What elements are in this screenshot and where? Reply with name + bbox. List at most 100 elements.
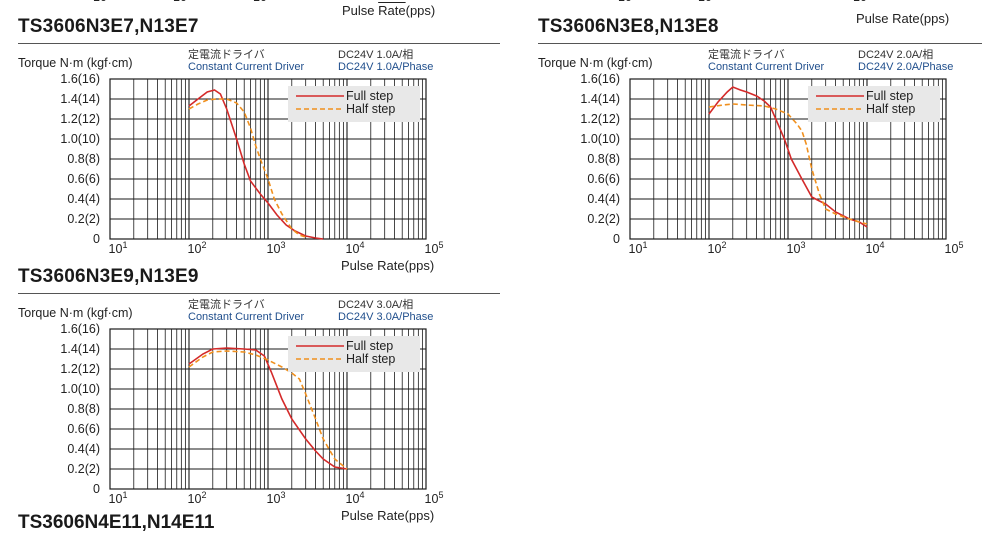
top-tick-label: 10: [853, 0, 867, 4]
x-tick-label: 105: [425, 240, 444, 256]
title-rule: [18, 293, 500, 294]
driver-spec: DC24V 1.0A/相 DC24V 1.0A/Phase: [338, 49, 433, 73]
y-tick-label: 1.2(12): [60, 362, 100, 376]
y-tick-label: 1.4(14): [580, 92, 620, 106]
x-tick-base: 10: [425, 492, 439, 506]
chart-panel-3: TS3606N3E9,N13E9 Torque N·m (kgf·cm) 定電流ドラ…: [18, 266, 500, 523]
top-tick-label: 10: [618, 0, 632, 4]
x-axis-label-text: Pulse Rate(pps): [341, 258, 435, 273]
y-tick-label: 1.2(12): [580, 112, 620, 126]
spec-en: DC24V 3.0A/Phase: [338, 311, 434, 323]
x-tick-exp: 5: [438, 490, 443, 500]
half-step-line: [188, 350, 348, 470]
driver-label: 定電流ドライバ Constant Current Driver: [188, 299, 304, 323]
x-tick-label: 103: [787, 240, 806, 256]
driver-jp: 定電流ドライバ: [188, 299, 265, 311]
y-tick-label: 0.8(8): [67, 152, 100, 166]
x-tick-exp: 5: [438, 240, 443, 250]
chart-title: TS3606N3E8,N13E8: [538, 16, 719, 37]
x-tick-base: 10: [267, 242, 281, 256]
x-tick-base: 10: [188, 492, 202, 506]
x-axis-label-text: Pulse Rate(pps): [341, 508, 435, 523]
y-tick-label: 1.6(16): [60, 72, 100, 86]
driver-label: 定電流ドライバ Constant Current Driver: [708, 49, 824, 73]
legend-entry: Half step: [866, 102, 915, 116]
y-tick-label: 0.6(6): [67, 422, 100, 436]
top-xlabel-right: Pulse Rate(pps): [856, 11, 950, 26]
x-tick-label: 104: [346, 240, 365, 256]
x-tick-label: 105: [945, 240, 964, 256]
chart-svg: 0 0.2(2) 0.4(4) 0.6(6) 0.8(8) 1.0(10) 1.2(12) 1…: [580, 72, 964, 256]
title-rule: [18, 43, 500, 44]
x-axis-label: Pulse Rate(pps): [341, 258, 434, 273]
top-tick-label: 10: [698, 0, 712, 4]
y-tick-label: 1.0(10): [580, 132, 620, 146]
y-tick-label: 1.4(14): [60, 342, 100, 356]
y-axis-label: Torque N·m (kgf·cm): [18, 56, 133, 70]
x-tick-label: 101: [109, 240, 128, 256]
x-tick-base: 10: [188, 242, 202, 256]
legend-box: [808, 86, 940, 122]
y-tick-label: 1.4(14): [60, 92, 100, 106]
top-tick-label: 10: [173, 0, 187, 4]
y-tick-label: 1.2(12): [60, 112, 100, 126]
spec-jp: DC24V 1.0A/相: [338, 49, 414, 61]
driver-jp: 定電流ドライバ: [188, 49, 265, 61]
driver-en: Constant Current Driver: [188, 61, 305, 73]
chart-panel-2: TS3606N3E8,N13E8 Torque N·m (kgf·cm) 定電流ドラ…: [538, 16, 982, 270]
chart-panel-1: TS3606N3E7,N13E7 Torque N·m (kgf·cm) 定電流ドラ…: [18, 16, 500, 273]
x-tick-exp: 1: [642, 240, 647, 250]
y-tick-label: 0.2(2): [587, 212, 620, 226]
legend-box: [288, 86, 420, 122]
y-tick-label: 0.4(4): [587, 192, 620, 206]
legend-entry: Half step: [346, 102, 395, 116]
chart-title: TS3606N3E7,N13E7: [18, 16, 199, 37]
x-tick-label: 105: [425, 490, 444, 506]
driver-spec: DC24V 3.0A/相 DC24V 3.0A/Phase: [338, 299, 433, 323]
legend-box: [288, 336, 420, 372]
y-tick-label: 0.6(6): [587, 172, 620, 186]
title-rule: [538, 43, 982, 44]
x-tick-label: 104: [866, 240, 885, 256]
x-tick-exp: 5: [958, 240, 963, 250]
x-tick-exp: 4: [359, 240, 364, 250]
chart-svg: 0 0.2(2) 0.4(4) 0.6(6) 0.8(8) 1.0(10) 1.2(12) 1…: [60, 322, 444, 506]
spec-jp: DC24V 2.0A/相: [858, 49, 934, 61]
x-tick-base: 10: [267, 492, 281, 506]
x-tick-base: 10: [346, 242, 360, 256]
x-tick-label: 101: [629, 240, 648, 256]
legend-entry: Half step: [346, 352, 395, 366]
x-tick-label: 103: [267, 240, 286, 256]
x-tick-exp: 1: [122, 490, 127, 500]
full-step-line: [188, 89, 324, 240]
x-tick-label: 102: [708, 240, 727, 256]
spec-en: DC24V 2.0A/Phase: [858, 61, 954, 73]
y-tick-label: 1.6(16): [60, 322, 100, 336]
x-tick-base: 10: [109, 242, 123, 256]
y-tick-label: 1.6(16): [580, 72, 620, 86]
y-axis-label: Torque N·m (kgf·cm): [18, 306, 133, 320]
x-tick-label: 104: [346, 490, 365, 506]
x-tick-base: 10: [866, 242, 880, 256]
y-tick-label: 0.6(6): [67, 172, 100, 186]
y-tick-label: 1.0(10): [60, 382, 100, 396]
x-tick-base: 10: [787, 242, 801, 256]
x-tick-exp: 2: [201, 490, 206, 500]
x-tick-exp: 3: [280, 490, 285, 500]
y-tick-label: 0.2(2): [67, 462, 100, 476]
x-tick-label: 103: [267, 490, 286, 506]
y-tick-label: 0.4(4): [67, 192, 100, 206]
legend-entry: Full step: [346, 339, 393, 353]
full-step-line: [188, 347, 348, 470]
y-tick-label: 0: [613, 232, 620, 246]
x-tick-base: 10: [109, 492, 123, 506]
y-tick-label: 0: [93, 482, 100, 496]
driver-spec: DC24V 2.0A/相 DC24V 2.0A/Phase: [858, 49, 953, 73]
top-tick-label: 10: [253, 0, 267, 4]
y-tick-label: 0.2(2): [67, 212, 100, 226]
x-tick-exp: 4: [359, 490, 364, 500]
half-step-line: [188, 98, 306, 238]
x-tick-base: 10: [346, 492, 360, 506]
x-tick-exp: 3: [800, 240, 805, 250]
y-tick-label: 0.8(8): [67, 402, 100, 416]
